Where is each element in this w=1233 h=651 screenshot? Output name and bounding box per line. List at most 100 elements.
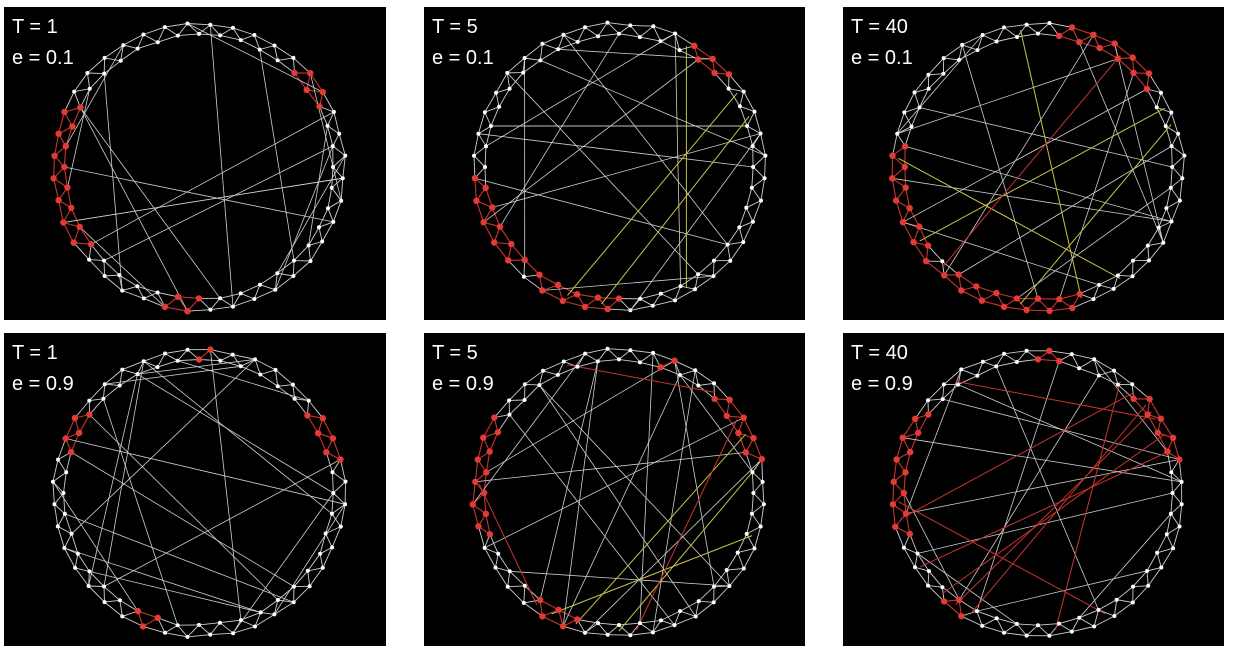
active-edge: [137, 610, 158, 619]
lattice-edge: [1156, 107, 1167, 127]
lattice-edge: [618, 33, 640, 38]
lattice-edge: [484, 106, 500, 113]
lattice-edge: [713, 260, 715, 277]
node: [926, 72, 931, 77]
lattice-edge: [1004, 350, 1027, 355]
lattice-edge: [903, 92, 915, 113]
node: [102, 584, 106, 589]
lattice-edge: [1026, 24, 1039, 34]
active-node: [1130, 69, 1137, 76]
node: [596, 621, 601, 626]
lattice-edge: [746, 513, 753, 535]
active-node: [1076, 38, 1083, 46]
node: [741, 89, 746, 94]
lattice-edge: [698, 273, 714, 277]
node: [749, 185, 754, 190]
active-node: [316, 103, 323, 110]
active-edge: [53, 155, 56, 179]
shortcut-edge: [70, 451, 295, 587]
lattice-edge: [1079, 284, 1100, 295]
lattice-edge: [275, 275, 294, 291]
lattice-edge: [259, 272, 278, 286]
node: [135, 372, 140, 377]
node: [1015, 35, 1020, 39]
active-edge: [904, 451, 911, 473]
lattice-edge: [713, 382, 730, 401]
node: [737, 104, 742, 109]
active-edge: [943, 600, 962, 617]
node: [1024, 633, 1029, 638]
lattice-edge: [1147, 242, 1164, 247]
lattice-edge: [340, 504, 346, 527]
node: [637, 35, 642, 40]
node: [231, 304, 235, 309]
red-shortcut-edge: [941, 433, 1165, 595]
node: [561, 32, 566, 37]
active-edge: [903, 472, 907, 494]
lattice-edge: [713, 244, 728, 261]
active-node: [726, 396, 733, 403]
node: [522, 382, 527, 387]
node: [628, 633, 633, 638]
shortcut-edge: [917, 492, 1173, 554]
yellow-shortcut-edge: [567, 92, 738, 296]
shortcut-edge: [961, 44, 1039, 299]
node: [217, 620, 222, 625]
lattice-edge: [524, 43, 543, 59]
active-node: [907, 448, 914, 456]
node: [628, 308, 633, 313]
active-node: [536, 596, 544, 604]
node: [1163, 124, 1168, 129]
node: [85, 71, 90, 75]
lattice-edge: [630, 631, 653, 636]
lattice-edge: [1098, 609, 1115, 617]
lattice-edge: [752, 166, 765, 179]
shortcut-edge: [674, 33, 681, 287]
lattice-edge: [137, 366, 158, 375]
active-edge: [693, 45, 713, 60]
node: [320, 565, 325, 570]
node: [1147, 258, 1151, 263]
node: [575, 364, 580, 369]
lattice-edge: [737, 533, 748, 553]
lattice-edge: [597, 622, 609, 635]
red-shortcut-edge: [898, 501, 1106, 615]
lattice-edge: [584, 26, 599, 37]
lattice-edge: [914, 92, 920, 108]
lattice-edge: [157, 360, 178, 368]
node: [87, 398, 92, 403]
lattice-edge: [679, 600, 699, 612]
lattice-edge: [977, 41, 997, 51]
shortcut-edge: [64, 513, 294, 603]
node: [957, 57, 961, 62]
active-node: [195, 356, 203, 363]
lattice-edge: [119, 274, 138, 287]
active-edge: [893, 459, 898, 482]
node: [62, 511, 67, 516]
active-edge: [976, 285, 997, 294]
shortcut-edge: [905, 459, 1180, 514]
active-node: [1046, 347, 1053, 354]
lattice-edge: [727, 244, 731, 261]
shortcut-edge: [539, 384, 730, 587]
active-edge: [752, 437, 763, 460]
active-edge: [58, 200, 64, 223]
node: [208, 307, 213, 312]
active-node: [521, 256, 528, 264]
lattice-edge: [660, 619, 675, 626]
lattice-edge: [1049, 22, 1073, 28]
lattice-edge: [1071, 617, 1080, 632]
lattice-edge: [1098, 599, 1117, 611]
lattice-edge: [928, 73, 944, 76]
node: [926, 398, 930, 403]
lattice-edge: [1132, 245, 1149, 261]
lattice-edge: [327, 125, 334, 147]
lattice-edge: [309, 567, 324, 587]
active-node: [900, 489, 908, 497]
lattice-edge: [1170, 471, 1182, 483]
lattice-edge: [325, 452, 333, 473]
active-node: [671, 357, 678, 364]
lattice-edge: [164, 26, 179, 36]
active-node: [615, 295, 623, 302]
lattice-edge: [219, 27, 234, 36]
